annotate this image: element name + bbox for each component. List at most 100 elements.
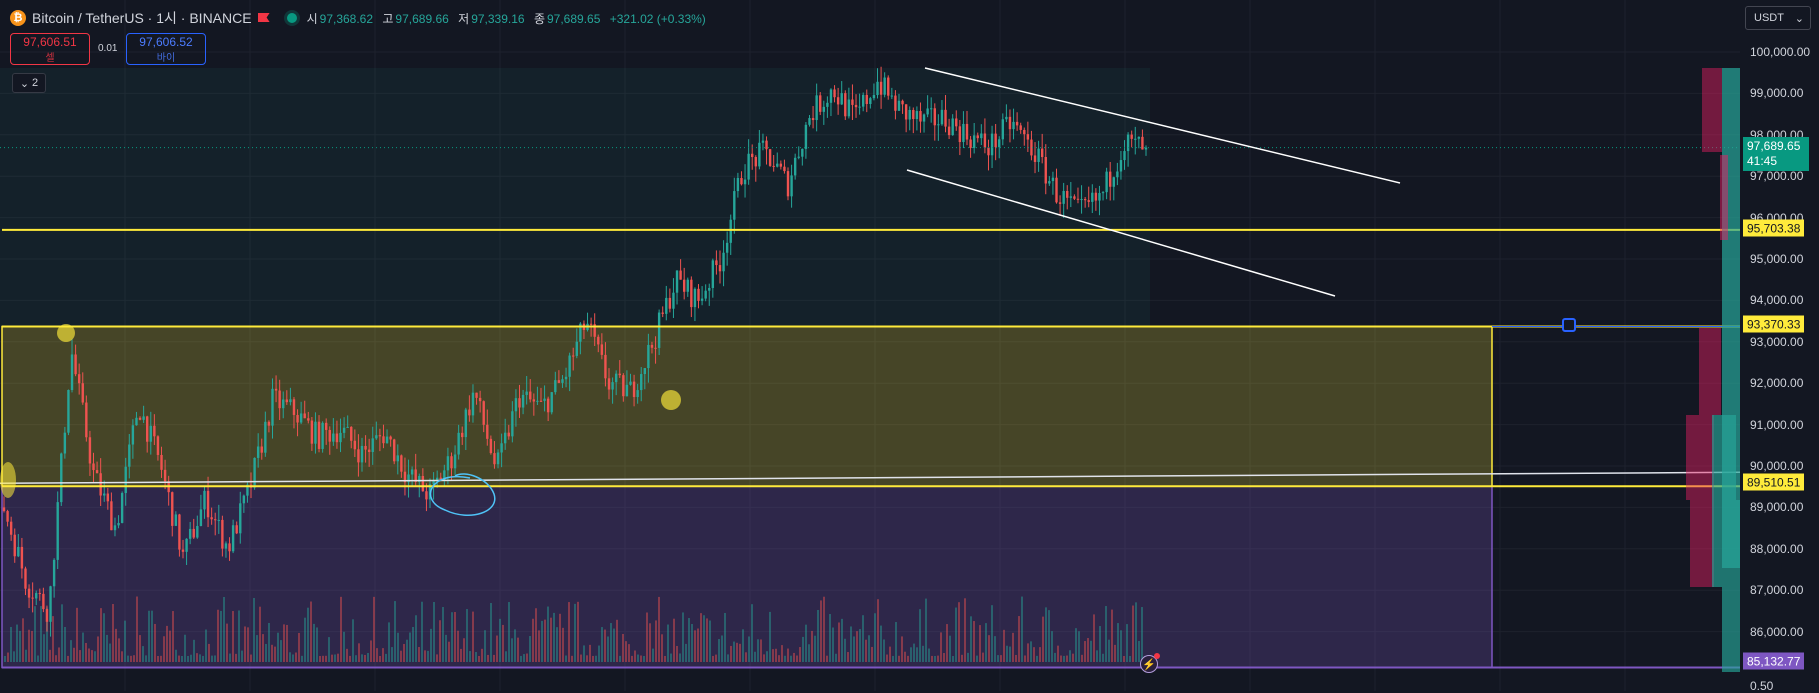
candle-body <box>246 484 249 496</box>
candle-body <box>640 374 643 391</box>
indicators-toggle-button[interactable]: ⌄ 2 <box>12 73 46 93</box>
candle-body <box>63 432 67 454</box>
candle-body <box>13 534 16 557</box>
candle-body <box>987 147 990 156</box>
symbol-header: ₿ Bitcoin / TetherUS · 1시 · BINANCE 시 97,… <box>10 8 712 28</box>
volume-bar <box>85 642 87 662</box>
candle-body <box>708 287 711 291</box>
candle-body <box>503 432 507 444</box>
volume-bar <box>496 635 498 662</box>
candle-body <box>310 420 314 444</box>
volume-bar <box>688 618 690 662</box>
volume-bar <box>649 623 651 662</box>
volume-bar <box>943 652 945 662</box>
sell-button[interactable]: 97,606.51 셀 <box>10 33 90 65</box>
volume-bar <box>937 655 939 662</box>
volume-bar <box>718 639 720 662</box>
volume-bar <box>367 652 369 662</box>
candle-body <box>2 507 6 512</box>
flag-icon[interactable] <box>258 12 271 24</box>
volume-bar <box>1057 645 1059 662</box>
volume-bar <box>232 611 234 662</box>
volume-bar <box>958 602 960 662</box>
buy-button[interactable]: 97,606.52 바이 <box>126 33 206 65</box>
candle-body <box>589 323 593 325</box>
volume-bar <box>499 618 501 662</box>
candle-body <box>1066 190 1069 198</box>
volume-bar <box>409 632 411 662</box>
volume-bar <box>976 655 978 662</box>
volume-bar <box>91 650 93 662</box>
candle-body <box>965 123 969 140</box>
volume-bar <box>916 647 918 662</box>
volume-bar <box>286 624 288 662</box>
candle-body <box>532 399 536 402</box>
candle-body <box>672 292 675 309</box>
candle-body <box>1126 134 1130 152</box>
currency-select[interactable]: USDT ⌄ <box>1745 6 1811 30</box>
volume-bar <box>43 634 45 662</box>
volume-bar <box>973 621 975 662</box>
candle-body <box>768 149 772 166</box>
volume-bar <box>772 649 774 662</box>
candle-body <box>181 549 185 552</box>
candle-body <box>518 398 521 408</box>
candle-body <box>690 279 693 308</box>
candle-body <box>31 597 34 599</box>
candle-body <box>944 109 947 127</box>
volume-bar <box>331 654 333 662</box>
volume-bar <box>622 633 624 662</box>
volume-bar <box>181 655 183 662</box>
volume-bar <box>1141 607 1143 662</box>
bar-countdown: 41:45 <box>1747 154 1778 168</box>
candle-body <box>228 543 231 552</box>
candle-body <box>1048 181 1051 184</box>
candle-body <box>95 470 99 474</box>
candle-body <box>604 354 607 379</box>
volume-bar <box>205 629 207 662</box>
close-value: 97,689.65 <box>546 11 601 26</box>
drawing-handle[interactable] <box>1562 318 1576 332</box>
lightning-alert-icon[interactable]: ⚡ <box>1140 653 1160 673</box>
candle-body <box>296 414 299 423</box>
candle-body <box>607 378 611 390</box>
candle-body <box>1116 171 1119 178</box>
volume-bar <box>853 636 855 662</box>
volume-bar <box>46 607 48 662</box>
chart-zones <box>0 68 1493 669</box>
volume-bar <box>268 622 270 662</box>
candle-body <box>471 392 475 416</box>
volume-bar <box>493 654 495 662</box>
volume-bar <box>1129 655 1131 662</box>
volume-bar <box>826 655 828 662</box>
hand-drawn-circle <box>429 473 496 516</box>
volume-bar <box>97 636 99 662</box>
candle-body <box>60 453 63 503</box>
price-candles <box>2 66 1148 637</box>
volume-bar <box>481 648 483 662</box>
volume-bar <box>94 651 96 662</box>
volume-bar <box>562 627 564 662</box>
candle-body <box>375 435 378 439</box>
candle-body <box>231 525 235 552</box>
volume-bar <box>22 618 24 662</box>
volume-bar <box>808 644 810 662</box>
candle-body <box>879 81 883 95</box>
candle-body <box>410 469 414 475</box>
candle-body <box>38 593 41 595</box>
volume-bar <box>799 647 801 662</box>
candle-body <box>81 383 84 403</box>
candle-body <box>747 153 750 180</box>
candle-body <box>371 438 374 453</box>
candle-body <box>432 479 435 485</box>
volume-bar <box>151 610 153 662</box>
candle-body <box>20 546 24 569</box>
volume-bar <box>754 651 756 662</box>
candle-body <box>1019 125 1022 130</box>
candle-body <box>196 526 199 538</box>
candle-body <box>722 252 725 272</box>
volume-bar <box>214 655 216 662</box>
symbol-title[interactable]: Bitcoin / TetherUS · 1시 · BINANCE <box>32 10 252 26</box>
axis-tick: 86,000.00 <box>1750 624 1804 639</box>
